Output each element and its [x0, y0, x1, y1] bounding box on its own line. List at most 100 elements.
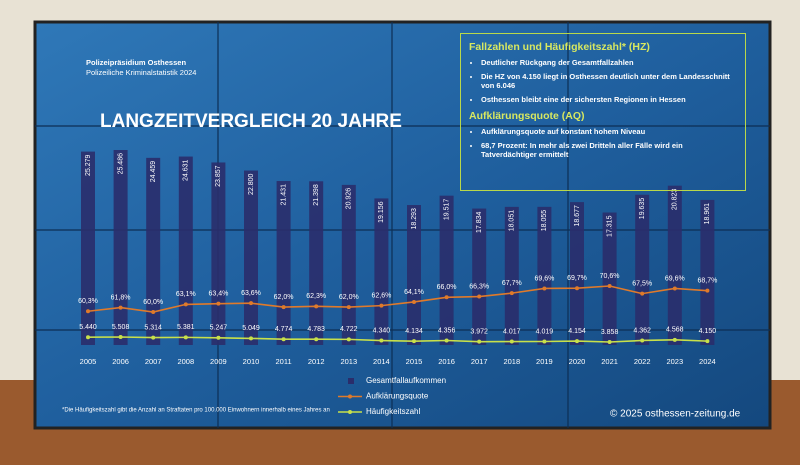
marker: [151, 310, 156, 314]
x-tick-label: 2019: [536, 357, 553, 366]
marker: [444, 338, 449, 343]
x-tick-label: 2022: [634, 357, 651, 366]
legend-label: Gesamtfallaufkommen: [366, 376, 446, 385]
x-tick-label: 2010: [243, 357, 260, 366]
bar: [374, 198, 389, 345]
bar-value-label: 25.486: [117, 153, 124, 175]
x-tick-label: 2007: [145, 357, 162, 366]
bar: [700, 199, 715, 345]
point-value-label: 4.362: [633, 327, 651, 334]
marker: [542, 339, 547, 344]
org: Polizeipräsidium Osthessen: [86, 58, 186, 67]
bar-value-label: 18.961: [704, 203, 711, 225]
bar: [439, 195, 454, 345]
marker: [542, 286, 547, 291]
marker: [249, 336, 253, 341]
legend-label: Aufklärungsquote: [366, 392, 429, 401]
marker: [118, 335, 123, 339]
line: [87, 285, 708, 313]
section-heading: Aufklärungsquote (AQ): [469, 110, 585, 122]
point-value-label: 68,7%: [697, 278, 717, 285]
point-value-label: 4.722: [340, 326, 358, 333]
marker: [216, 335, 221, 340]
point-value-label: 4.150: [699, 328, 717, 335]
bar: [407, 205, 421, 345]
x-tick-label: 2015: [406, 357, 423, 366]
bullet: 68,7 Prozent: In mehr als zwei Dritteln …: [481, 141, 737, 159]
point-value-label: 63,1%: [176, 291, 196, 298]
bullet: Die HZ von 4.150 liegt in Osthessen deut…: [481, 72, 737, 90]
bar-value-label: 17.315: [606, 215, 613, 237]
point-value-label: 62,3%: [306, 293, 326, 300]
bar-value-label: 24.631: [183, 159, 190, 181]
bar: [570, 202, 584, 345]
bar: [244, 170, 258, 345]
marker: [151, 335, 156, 340]
line: [87, 336, 708, 343]
marker: [118, 305, 123, 310]
point-value-label: 60,0%: [143, 299, 163, 306]
bar-value-label: 19.517: [443, 199, 450, 221]
bar-value-label: 17.834: [476, 211, 483, 233]
bar: [178, 156, 193, 345]
marker: [249, 301, 253, 306]
bullet-list: Deutlicher Rückgang der Gesamtfallzahlen…: [469, 58, 737, 104]
bar: [81, 151, 95, 345]
x-tick-label: 2016: [438, 357, 455, 366]
plot: 2005 2006 2007 2008 2009 2010 2011 2012 2013 2014…: [78, 150, 717, 416]
point-value-label: 3.972: [470, 328, 488, 335]
bar: [472, 208, 487, 345]
x-tick-label: 2023: [666, 357, 683, 366]
point-value-label: 4.568: [666, 327, 684, 334]
bar: [146, 157, 161, 345]
point-value-label: 66,3%: [469, 283, 489, 290]
point-value-label: 5.440: [79, 324, 97, 331]
legend-marker: [348, 394, 352, 399]
marker: [477, 294, 482, 299]
marker: [314, 304, 319, 309]
marker: [575, 286, 579, 291]
marker: [672, 337, 677, 342]
marker: [672, 286, 677, 291]
bullet: Aufklärungsquote auf konstant hohem Nive…: [481, 127, 737, 136]
point-value-label: 69,6%: [665, 275, 685, 282]
marker: [444, 295, 449, 300]
x-tick-label: 2024: [699, 357, 716, 366]
marker: [216, 301, 221, 306]
x-tick-label: 2017: [471, 357, 488, 366]
point-value-label: 70,6%: [600, 273, 620, 280]
point-value-label: 4.134: [405, 328, 423, 335]
bullet-list: Aufklärungsquote auf konstant hohem Nive…: [469, 127, 737, 159]
marker: [86, 309, 90, 314]
bullet: Deutlicher Rückgang der Gesamtfallzahlen: [481, 58, 737, 67]
point-value-label: 5.314: [144, 324, 162, 331]
marker: [379, 303, 384, 308]
bar-value-label: 23.857: [215, 165, 222, 187]
copyright: © 2025 osthessen-zeitung.de: [610, 409, 741, 420]
bar: [276, 181, 291, 345]
bar: [602, 212, 617, 345]
bar-value-label: 22.800: [248, 173, 255, 195]
bar-value-label: 25.279: [85, 154, 92, 176]
bar: [211, 162, 226, 345]
marker: [379, 338, 384, 343]
x-tick-label: 2021: [601, 357, 618, 366]
x-tick-label: 2013: [340, 357, 357, 366]
marker: [346, 337, 351, 342]
point-value-label: 3.858: [601, 329, 619, 336]
point-value-label: 4.017: [503, 328, 521, 335]
legend-swatch: [348, 378, 354, 384]
bar-value-label: 21.431: [280, 184, 287, 206]
bullet: Osthessen bleibt eine der sichersten Reg…: [481, 95, 737, 104]
bar-value-label: 18.055: [541, 210, 548, 232]
chart-title: LANGZEITVERGLEICH 20 JAHRE: [100, 111, 402, 132]
marker: [705, 339, 710, 344]
x-tick-label: 2012: [308, 357, 325, 366]
bar: [113, 150, 128, 345]
point-value-label: 67,7%: [502, 280, 522, 287]
marker: [575, 339, 579, 344]
point-value-label: 4.340: [373, 327, 391, 334]
marker: [509, 291, 514, 296]
